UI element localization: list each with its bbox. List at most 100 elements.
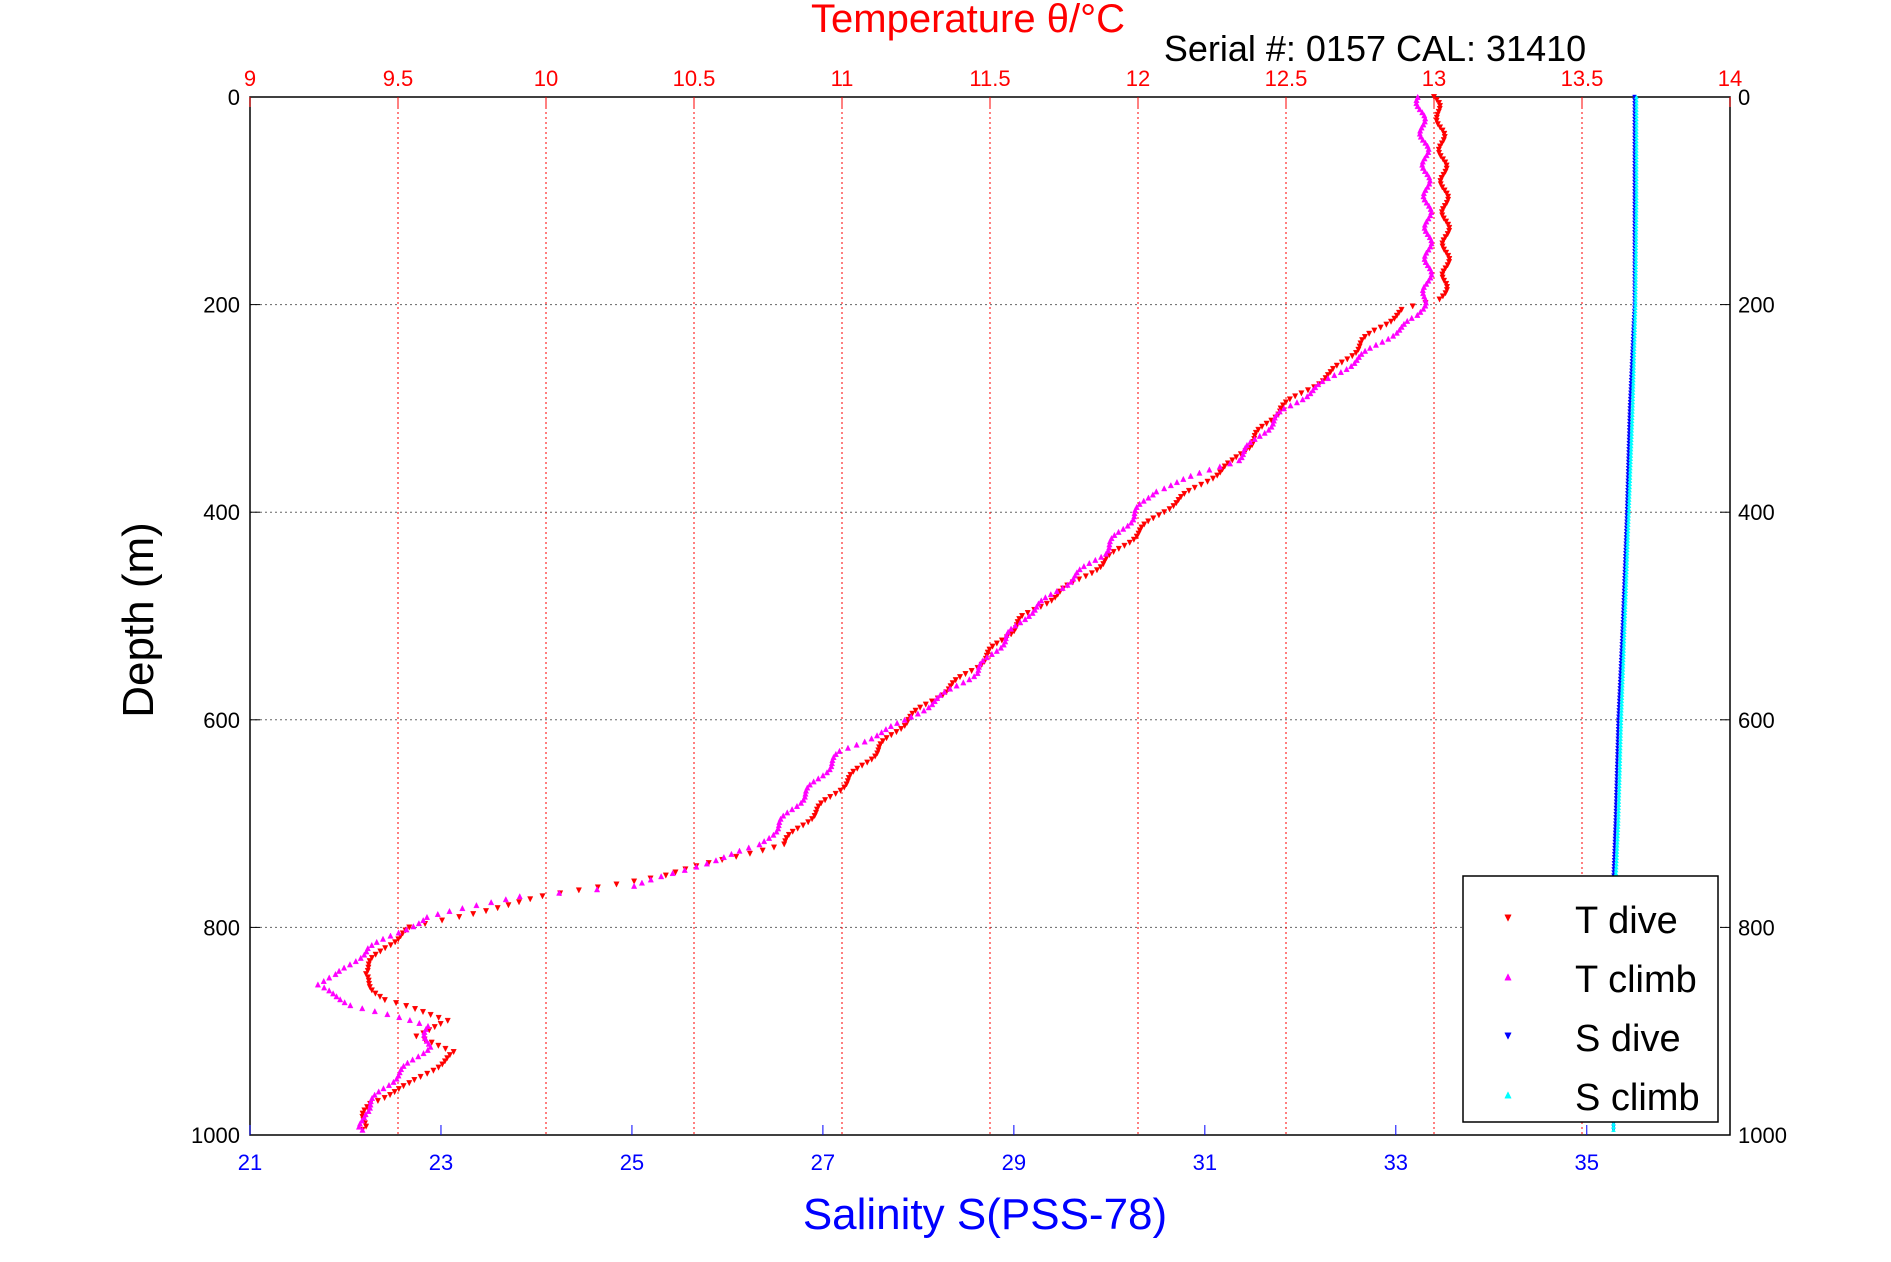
data-point-t-dive bbox=[781, 841, 788, 848]
data-point-t-dive bbox=[1338, 359, 1345, 366]
data-point-t-dive bbox=[1437, 124, 1444, 131]
series-layer bbox=[314, 93, 1639, 1133]
data-point-t-dive bbox=[1115, 545, 1122, 552]
data-point-t-dive bbox=[1439, 184, 1446, 191]
data-point-t-climb bbox=[1111, 531, 1118, 538]
data-point-t-climb bbox=[1420, 305, 1427, 312]
data-point-t-dive bbox=[364, 974, 372, 981]
temperature-tick-label: 9 bbox=[244, 66, 256, 91]
data-point-t-dive bbox=[366, 980, 373, 987]
data-point-t-climb bbox=[929, 701, 936, 708]
data-point-t-dive bbox=[993, 640, 1000, 647]
legend-marker-s-dive bbox=[1504, 1032, 1512, 1040]
data-point-t-dive bbox=[368, 954, 375, 962]
data-point-t-dive bbox=[430, 1067, 437, 1074]
data-point-t-climb bbox=[756, 841, 763, 848]
data-point-t-climb bbox=[1206, 466, 1213, 473]
data-point-t-dive bbox=[1443, 287, 1450, 294]
data-point-t-dive bbox=[1161, 509, 1168, 516]
data-point-t-climb bbox=[1416, 106, 1423, 113]
data-point-t-dive bbox=[1166, 506, 1173, 513]
salinity-tick-label: 27 bbox=[811, 1150, 835, 1175]
data-point-t-dive bbox=[1446, 256, 1453, 263]
data-point-t-dive bbox=[1145, 518, 1152, 525]
data-point-t-climb bbox=[1136, 500, 1143, 507]
data-point-t-dive bbox=[1150, 515, 1157, 522]
data-point-t-climb bbox=[1400, 320, 1408, 327]
data-point-t-dive bbox=[1356, 343, 1363, 350]
data-point-t-dive bbox=[1440, 268, 1447, 275]
data-point-t-dive bbox=[365, 977, 372, 984]
data-point-t-dive bbox=[1443, 190, 1450, 197]
data-point-t-climb bbox=[1105, 547, 1112, 554]
data-point-t-dive bbox=[363, 1123, 370, 1130]
data-point-t-climb bbox=[1153, 488, 1160, 495]
data-point-t-climb bbox=[703, 860, 710, 867]
data-point-t-dive bbox=[1440, 215, 1447, 222]
data-point-t-climb bbox=[836, 747, 843, 754]
legend-items: T dive T climb S dive S climb bbox=[1504, 900, 1700, 1119]
data-point-t-climb bbox=[337, 996, 344, 1003]
data-point-t-climb bbox=[320, 977, 327, 984]
data-point-t-climb bbox=[1140, 497, 1147, 504]
data-point-t-climb bbox=[352, 957, 359, 965]
data-point-t-climb bbox=[1379, 338, 1386, 345]
data-point-t-climb bbox=[1161, 485, 1168, 492]
data-point-t-climb bbox=[1265, 426, 1272, 433]
data-point-t-climb bbox=[330, 990, 337, 997]
data-point-t-climb bbox=[887, 722, 894, 729]
data-point-t-dive bbox=[874, 750, 881, 757]
data-point-t-climb bbox=[326, 974, 333, 981]
data-point-t-climb bbox=[712, 857, 719, 864]
data-point-t-climb bbox=[1012, 622, 1019, 629]
label-layer: 0 0 200 200 400 400 600 600 800 800 1000 1000 9 9.5 10… bbox=[191, 66, 1787, 1175]
legend-marker-t-dive bbox=[1504, 914, 1512, 922]
data-point-t-climb bbox=[387, 932, 394, 939]
data-point-t-climb bbox=[1414, 103, 1421, 110]
data-point-t-climb bbox=[1408, 314, 1415, 321]
data-point-t-climb bbox=[638, 879, 645, 886]
data-point-t-dive bbox=[1204, 478, 1211, 485]
data-point-t-dive bbox=[893, 729, 900, 736]
temperature-tick-label: 10 bbox=[534, 66, 558, 91]
data-point-t-dive bbox=[427, 1011, 434, 1019]
data-point-t-climb bbox=[420, 1050, 427, 1057]
data-point-t-dive bbox=[419, 1009, 427, 1016]
data-point-t-dive bbox=[444, 1055, 451, 1062]
data-point-t-dive bbox=[1292, 393, 1299, 400]
data-point-t-climb bbox=[1324, 374, 1331, 382]
data-point-t-dive bbox=[1344, 356, 1351, 363]
data-point-t-dive bbox=[1438, 175, 1445, 182]
data-point-t-dive bbox=[435, 1042, 442, 1049]
data-point-t-climb bbox=[1167, 482, 1174, 489]
data-point-t-climb bbox=[403, 926, 410, 933]
data-point-t-dive bbox=[1329, 365, 1337, 373]
data-point-t-dive bbox=[956, 674, 964, 681]
data-point-t-climb bbox=[1173, 478, 1180, 485]
data-point-t-dive bbox=[363, 971, 370, 978]
data-point-t-climb bbox=[1348, 362, 1355, 369]
data-point-t-climb bbox=[901, 716, 908, 723]
data-point-t-dive bbox=[365, 964, 372, 971]
temperature-tick-label: 14 bbox=[1718, 66, 1742, 91]
data-point-t-climb bbox=[914, 710, 921, 717]
data-point-t-dive bbox=[1377, 324, 1384, 331]
data-point-t-dive bbox=[883, 735, 890, 742]
data-point-t-climb bbox=[806, 781, 813, 788]
data-point-t-dive bbox=[1439, 274, 1446, 281]
data-point-t-climb bbox=[1337, 368, 1344, 375]
data-point-t-climb bbox=[1115, 528, 1122, 535]
data-point-t-dive bbox=[1439, 156, 1447, 163]
data-point-t-climb bbox=[1280, 405, 1288, 412]
data-point-t-climb bbox=[1042, 594, 1049, 601]
data-point-t-climb bbox=[1256, 432, 1263, 439]
data-point-t-climb bbox=[1053, 587, 1060, 594]
data-point-t-dive bbox=[1133, 533, 1140, 540]
salinity-tick-label: 23 bbox=[429, 1150, 453, 1175]
data-point-t-dive bbox=[1357, 340, 1364, 347]
data-point-t-dive bbox=[1445, 252, 1452, 259]
data-point-t-climb bbox=[736, 847, 743, 854]
data-point-t-dive bbox=[876, 744, 883, 751]
data-point-t-dive bbox=[789, 828, 796, 835]
